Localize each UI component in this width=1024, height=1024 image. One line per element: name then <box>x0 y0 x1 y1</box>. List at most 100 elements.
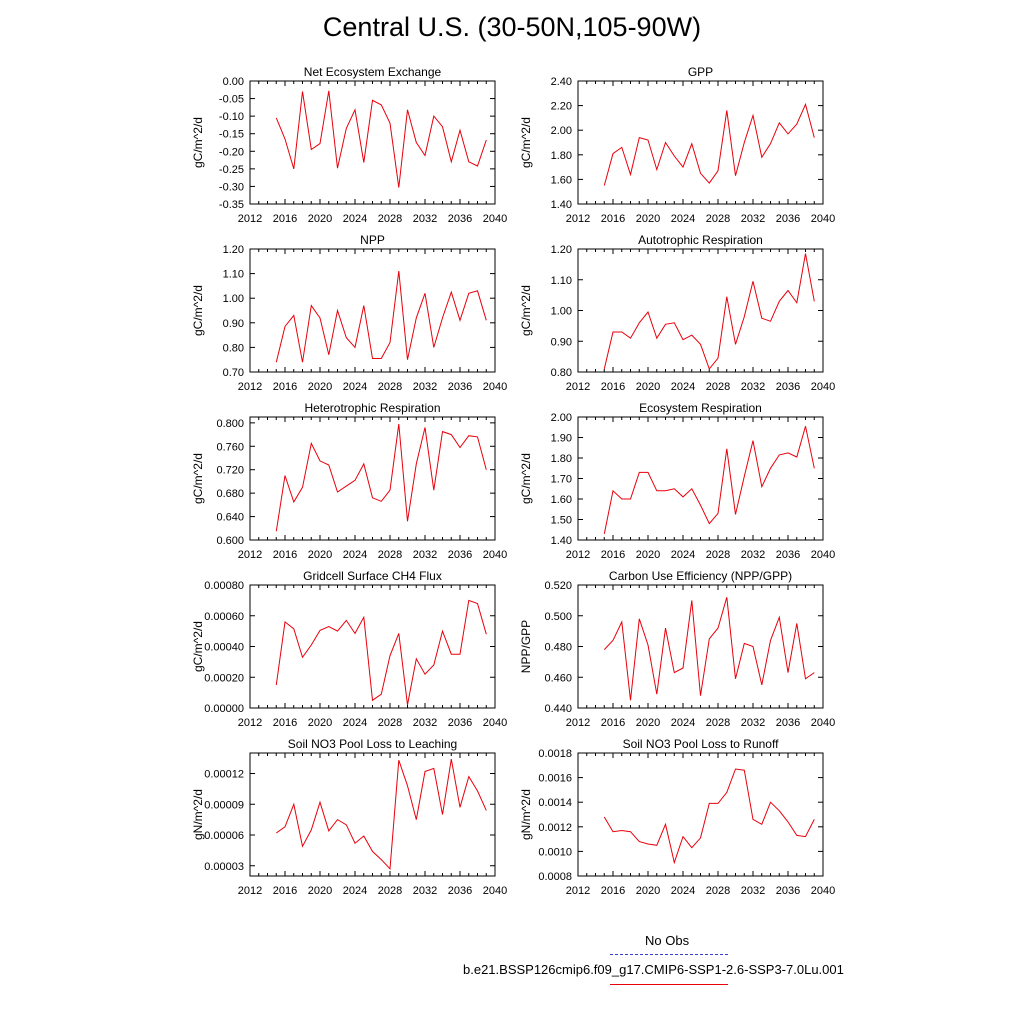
x-tick-label: 2032 <box>413 885 437 897</box>
x-tick-label: 2016 <box>273 717 297 729</box>
x-tick-label: 2040 <box>811 381 835 393</box>
y-tick-label: -0.30 <box>219 181 244 193</box>
x-tick-label: 2012 <box>238 381 262 393</box>
y-tick-label: -0.15 <box>219 129 244 141</box>
x-tick-label: 2032 <box>741 213 765 225</box>
x-tick-label: 2016 <box>601 549 625 561</box>
x-tick-label: 2024 <box>343 213 367 225</box>
y-tick-label: 0.500 <box>544 611 572 623</box>
plot-frame <box>577 584 824 709</box>
series-line <box>275 271 487 363</box>
x-tick-label: 2012 <box>238 549 262 561</box>
x-tick-label: 2036 <box>776 549 800 561</box>
series-line <box>275 599 487 705</box>
plot-frame <box>577 80 824 205</box>
y-tick-label: 1.10 <box>223 269 244 281</box>
y-tick-label: 0.0014 <box>538 797 572 809</box>
x-tick-label: 2040 <box>811 885 835 897</box>
y-tick-label: 0.680 <box>216 488 244 500</box>
y-tick-label: -0.35 <box>219 199 244 211</box>
y-tick-label: 0.00020 <box>204 672 244 684</box>
legend-model-label: b.e21.BSSP126cmip6.f09_g17.CMIP6-SSP1-2.… <box>463 962 844 977</box>
y-axis-label: gC/m^2/d <box>191 117 205 168</box>
plot-frame <box>249 752 496 877</box>
y-tick-label: 0.00 <box>223 76 244 88</box>
y-tick-label: 0.440 <box>544 703 572 715</box>
plot-title: Heterotrophic Respiration <box>304 401 440 415</box>
plot-frame <box>249 80 496 205</box>
x-tick-label: 2036 <box>448 717 472 729</box>
x-tick-label: 2032 <box>413 549 437 561</box>
y-tick-label: 1.10 <box>551 275 572 287</box>
x-tick-label: 2032 <box>741 549 765 561</box>
y-tick-label: 0.0012 <box>538 822 572 834</box>
x-tick-label: 2040 <box>483 885 507 897</box>
x-tick-label: 2024 <box>343 885 367 897</box>
y-tick-label: 0.70 <box>223 367 244 379</box>
x-tick-label: 2016 <box>601 885 625 897</box>
x-tick-label: 2036 <box>448 213 472 225</box>
plot-frame <box>577 416 824 541</box>
plot-title: Autotrophic Respiration <box>638 233 763 247</box>
y-tick-label: 0.720 <box>216 465 244 477</box>
x-tick-label: 2020 <box>308 381 332 393</box>
x-tick-label: 2024 <box>343 717 367 729</box>
series-line <box>603 597 815 701</box>
x-tick-label: 2020 <box>636 549 660 561</box>
y-tick-label: 0.0018 <box>538 748 572 760</box>
x-tick-label: 2040 <box>483 717 507 729</box>
y-axis-label: gC/m^2/d <box>191 453 205 504</box>
x-tick-label: 2020 <box>308 885 332 897</box>
y-tick-label: 0.00040 <box>204 642 244 654</box>
x-tick-label: 2028 <box>706 381 730 393</box>
x-tick-label: 2040 <box>811 213 835 225</box>
x-tick-label: 2024 <box>343 549 367 561</box>
x-tick-label: 2036 <box>776 885 800 897</box>
legend-model-line <box>610 984 728 985</box>
x-tick-label: 2016 <box>273 885 297 897</box>
plot-frame <box>249 248 496 373</box>
x-tick-label: 2036 <box>448 381 472 393</box>
x-tick-label: 2032 <box>741 381 765 393</box>
y-tick-label: -0.20 <box>219 146 244 158</box>
plot-title: Gridcell Surface CH4 Flux <box>303 569 442 583</box>
x-tick-label: 2036 <box>776 717 800 729</box>
x-tick-label: 2024 <box>671 381 695 393</box>
plot-frame <box>249 416 496 541</box>
x-tick-label: 2036 <box>776 213 800 225</box>
y-tick-label: -0.05 <box>219 94 244 106</box>
y-tick-label: 0.640 <box>216 512 244 524</box>
legend-obs-label: No Obs <box>645 933 690 948</box>
series-line <box>603 426 815 534</box>
y-tick-label: 1.20 <box>223 244 244 256</box>
x-tick-label: 2012 <box>238 717 262 729</box>
x-tick-label: 2028 <box>378 213 402 225</box>
plot-title: NPP <box>360 233 385 247</box>
plot-title: Carbon Use Efficiency (NPP/GPP) <box>609 569 792 583</box>
y-axis-label: NPP/GPP <box>519 620 533 673</box>
x-tick-label: 2032 <box>413 717 437 729</box>
y-tick-label: 1.00 <box>223 293 244 305</box>
x-tick-label: 2040 <box>483 549 507 561</box>
y-tick-label: 1.70 <box>551 474 572 486</box>
y-tick-label: 2.00 <box>551 125 572 137</box>
legend-obs-line <box>610 954 728 955</box>
x-tick-label: 2016 <box>601 213 625 225</box>
y-tick-label: 0.760 <box>216 441 244 453</box>
x-tick-label: 2040 <box>811 717 835 729</box>
series-line <box>603 102 815 186</box>
y-tick-label: 1.40 <box>551 199 572 211</box>
y-tick-label: 1.80 <box>551 453 572 465</box>
x-tick-label: 2036 <box>776 381 800 393</box>
series-line <box>275 90 487 188</box>
x-tick-label: 2016 <box>273 213 297 225</box>
plot-frame <box>249 584 496 709</box>
y-axis-label: gC/m^2/d <box>519 453 533 504</box>
x-tick-label: 2032 <box>741 885 765 897</box>
x-tick-label: 2016 <box>601 717 625 729</box>
y-tick-label: 1.60 <box>551 174 572 186</box>
y-axis-label: gN/m^2/d <box>519 789 533 840</box>
x-tick-label: 2020 <box>636 381 660 393</box>
